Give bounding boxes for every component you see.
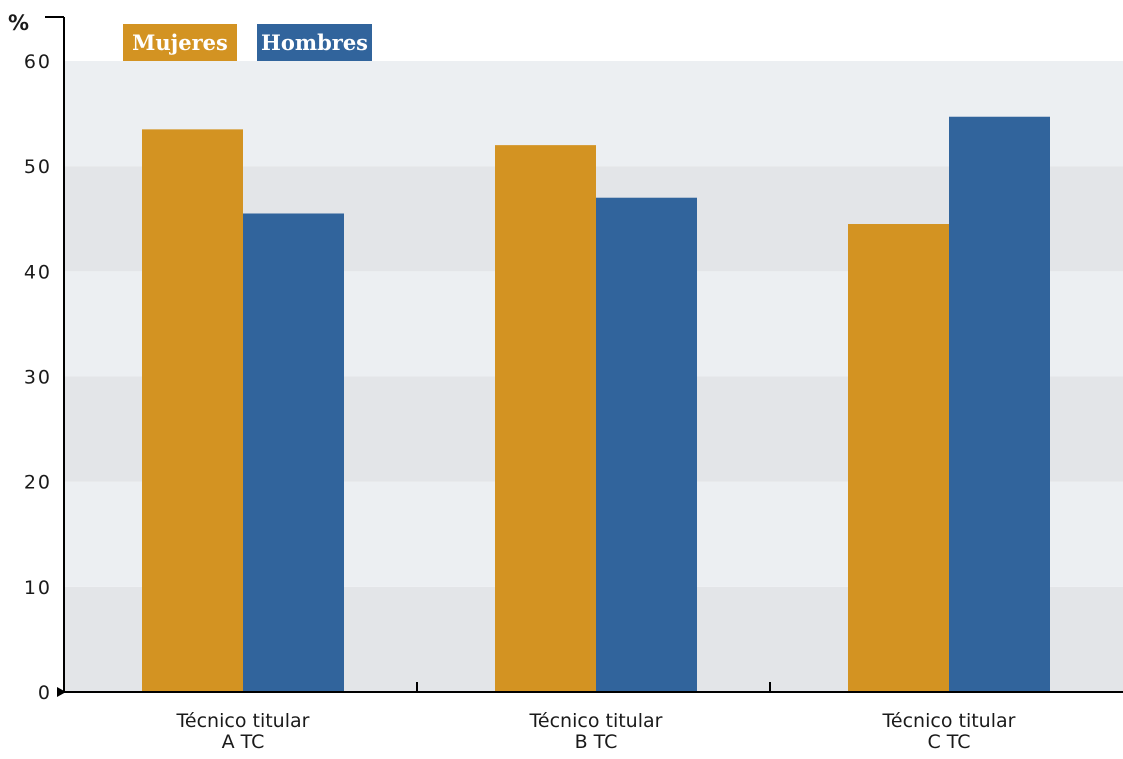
bar-hombres: [949, 116, 1050, 692]
bar-hombres: [243, 213, 344, 692]
x-category-label: Técnico titular: [529, 710, 663, 732]
y-axis-ticks: 0 10 20 30 40 50 60: [24, 51, 52, 704]
y-tick-label: 30: [24, 367, 52, 389]
x-category-label: Técnico titular: [882, 710, 1016, 732]
bar-mujeres: [142, 129, 243, 692]
y-tick-label: 40: [24, 261, 52, 283]
y-tick-label: 0: [38, 682, 52, 704]
x-category-label: Técnico titular: [176, 710, 310, 732]
axis-arrow-icon: [57, 687, 66, 697]
bar-hombres: [596, 197, 697, 692]
y-tick-label: 60: [24, 51, 52, 73]
y-tick-label: 20: [24, 472, 52, 494]
bar-mujeres: [848, 224, 949, 692]
legend-label: Mujeres: [132, 30, 228, 55]
legend-swatch-hombres: [257, 24, 372, 61]
bar-mujeres: [495, 145, 596, 693]
y-tick-label: 50: [24, 156, 52, 178]
bars: [142, 116, 1050, 693]
y-axis-unit-label: %: [8, 11, 29, 35]
x-category-label: A TC: [222, 731, 265, 753]
x-category-label: B TC: [575, 731, 618, 753]
x-category-label: C TC: [927, 731, 970, 753]
legend: Mujeres Hombres: [123, 24, 372, 61]
axes: [45, 16, 1123, 697]
legend-swatch-mujeres: [123, 24, 237, 61]
y-tick-label: 10: [24, 577, 52, 599]
legend-label: Hombres: [261, 30, 368, 55]
